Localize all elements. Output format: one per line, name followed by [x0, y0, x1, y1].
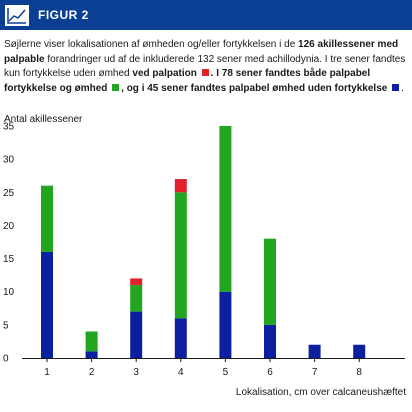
- bar-segment: [130, 285, 143, 312]
- caption-bold-4: , og i 45 sener fandtes palpabel ømhed u…: [121, 82, 388, 94]
- line-chart-icon: [4, 4, 30, 27]
- y-tick-label: 25: [3, 188, 15, 199]
- y-axis-label: Antal akillessener: [4, 114, 83, 125]
- figure-header: FIGUR 2: [0, 0, 412, 30]
- x-tick-label: 4: [178, 367, 184, 378]
- y-tick-label: 0: [3, 354, 9, 365]
- x-tick-label: 8: [356, 367, 362, 378]
- figure-title: FIGUR 2: [38, 8, 89, 22]
- bar-segment: [308, 344, 321, 358]
- bar-segment: [85, 331, 98, 352]
- x-axis-label: Lokalisation, cm over calcaneushæftet: [235, 387, 406, 398]
- bar-segment: [174, 179, 187, 193]
- y-tick-label: 20: [3, 221, 15, 232]
- caption-bold-3: . I 78 sener fandtes både palpabel forty…: [4, 68, 371, 94]
- y-tick-label: 15: [3, 254, 15, 265]
- bar-segment: [174, 318, 187, 358]
- x-tick-label: 1: [44, 367, 50, 378]
- bar-segment: [41, 251, 53, 358]
- caption-bold-2: ved palpation: [132, 68, 197, 79]
- caption-text-5: .: [401, 82, 404, 94]
- bar-segment: [85, 351, 98, 358]
- bar-segment: [130, 278, 143, 286]
- y-tick-label: 35: [3, 122, 15, 133]
- caption-text-2: forandringer ud af de inkluderede 132 se…: [4, 53, 406, 80]
- y-tick-label: 30: [3, 155, 15, 166]
- legend-swatch-green: [112, 83, 120, 91]
- caption-bold-1: 126 akillessener med palpable: [4, 39, 399, 65]
- legend-swatch-red: [201, 69, 209, 76]
- bar-segment: [353, 344, 366, 358]
- bar-segment: [41, 185, 53, 252]
- x-tick-label: 2: [89, 367, 95, 378]
- y-tick-label: 10: [3, 287, 15, 298]
- figure-caption: Søjlerne viser lokalisationen af ømheden…: [4, 38, 408, 96]
- bar-segment: [174, 192, 187, 319]
- bar-segment: [264, 238, 276, 325]
- bar-segment: [130, 311, 143, 358]
- bar-segment: [219, 126, 232, 292]
- y-tick-label: 5: [3, 320, 9, 331]
- bar-segment: [264, 324, 276, 358]
- caption-text-1: Søjlerne viser lokalisationen af ømheden…: [4, 39, 299, 50]
- x-tick-label: 7: [312, 367, 318, 378]
- x-tick-label: 6: [267, 367, 273, 378]
- bar-segment: [219, 291, 232, 358]
- x-tick-label: 5: [223, 367, 229, 378]
- x-tick-label: 3: [133, 367, 139, 378]
- legend-swatch-blue: [392, 83, 400, 91]
